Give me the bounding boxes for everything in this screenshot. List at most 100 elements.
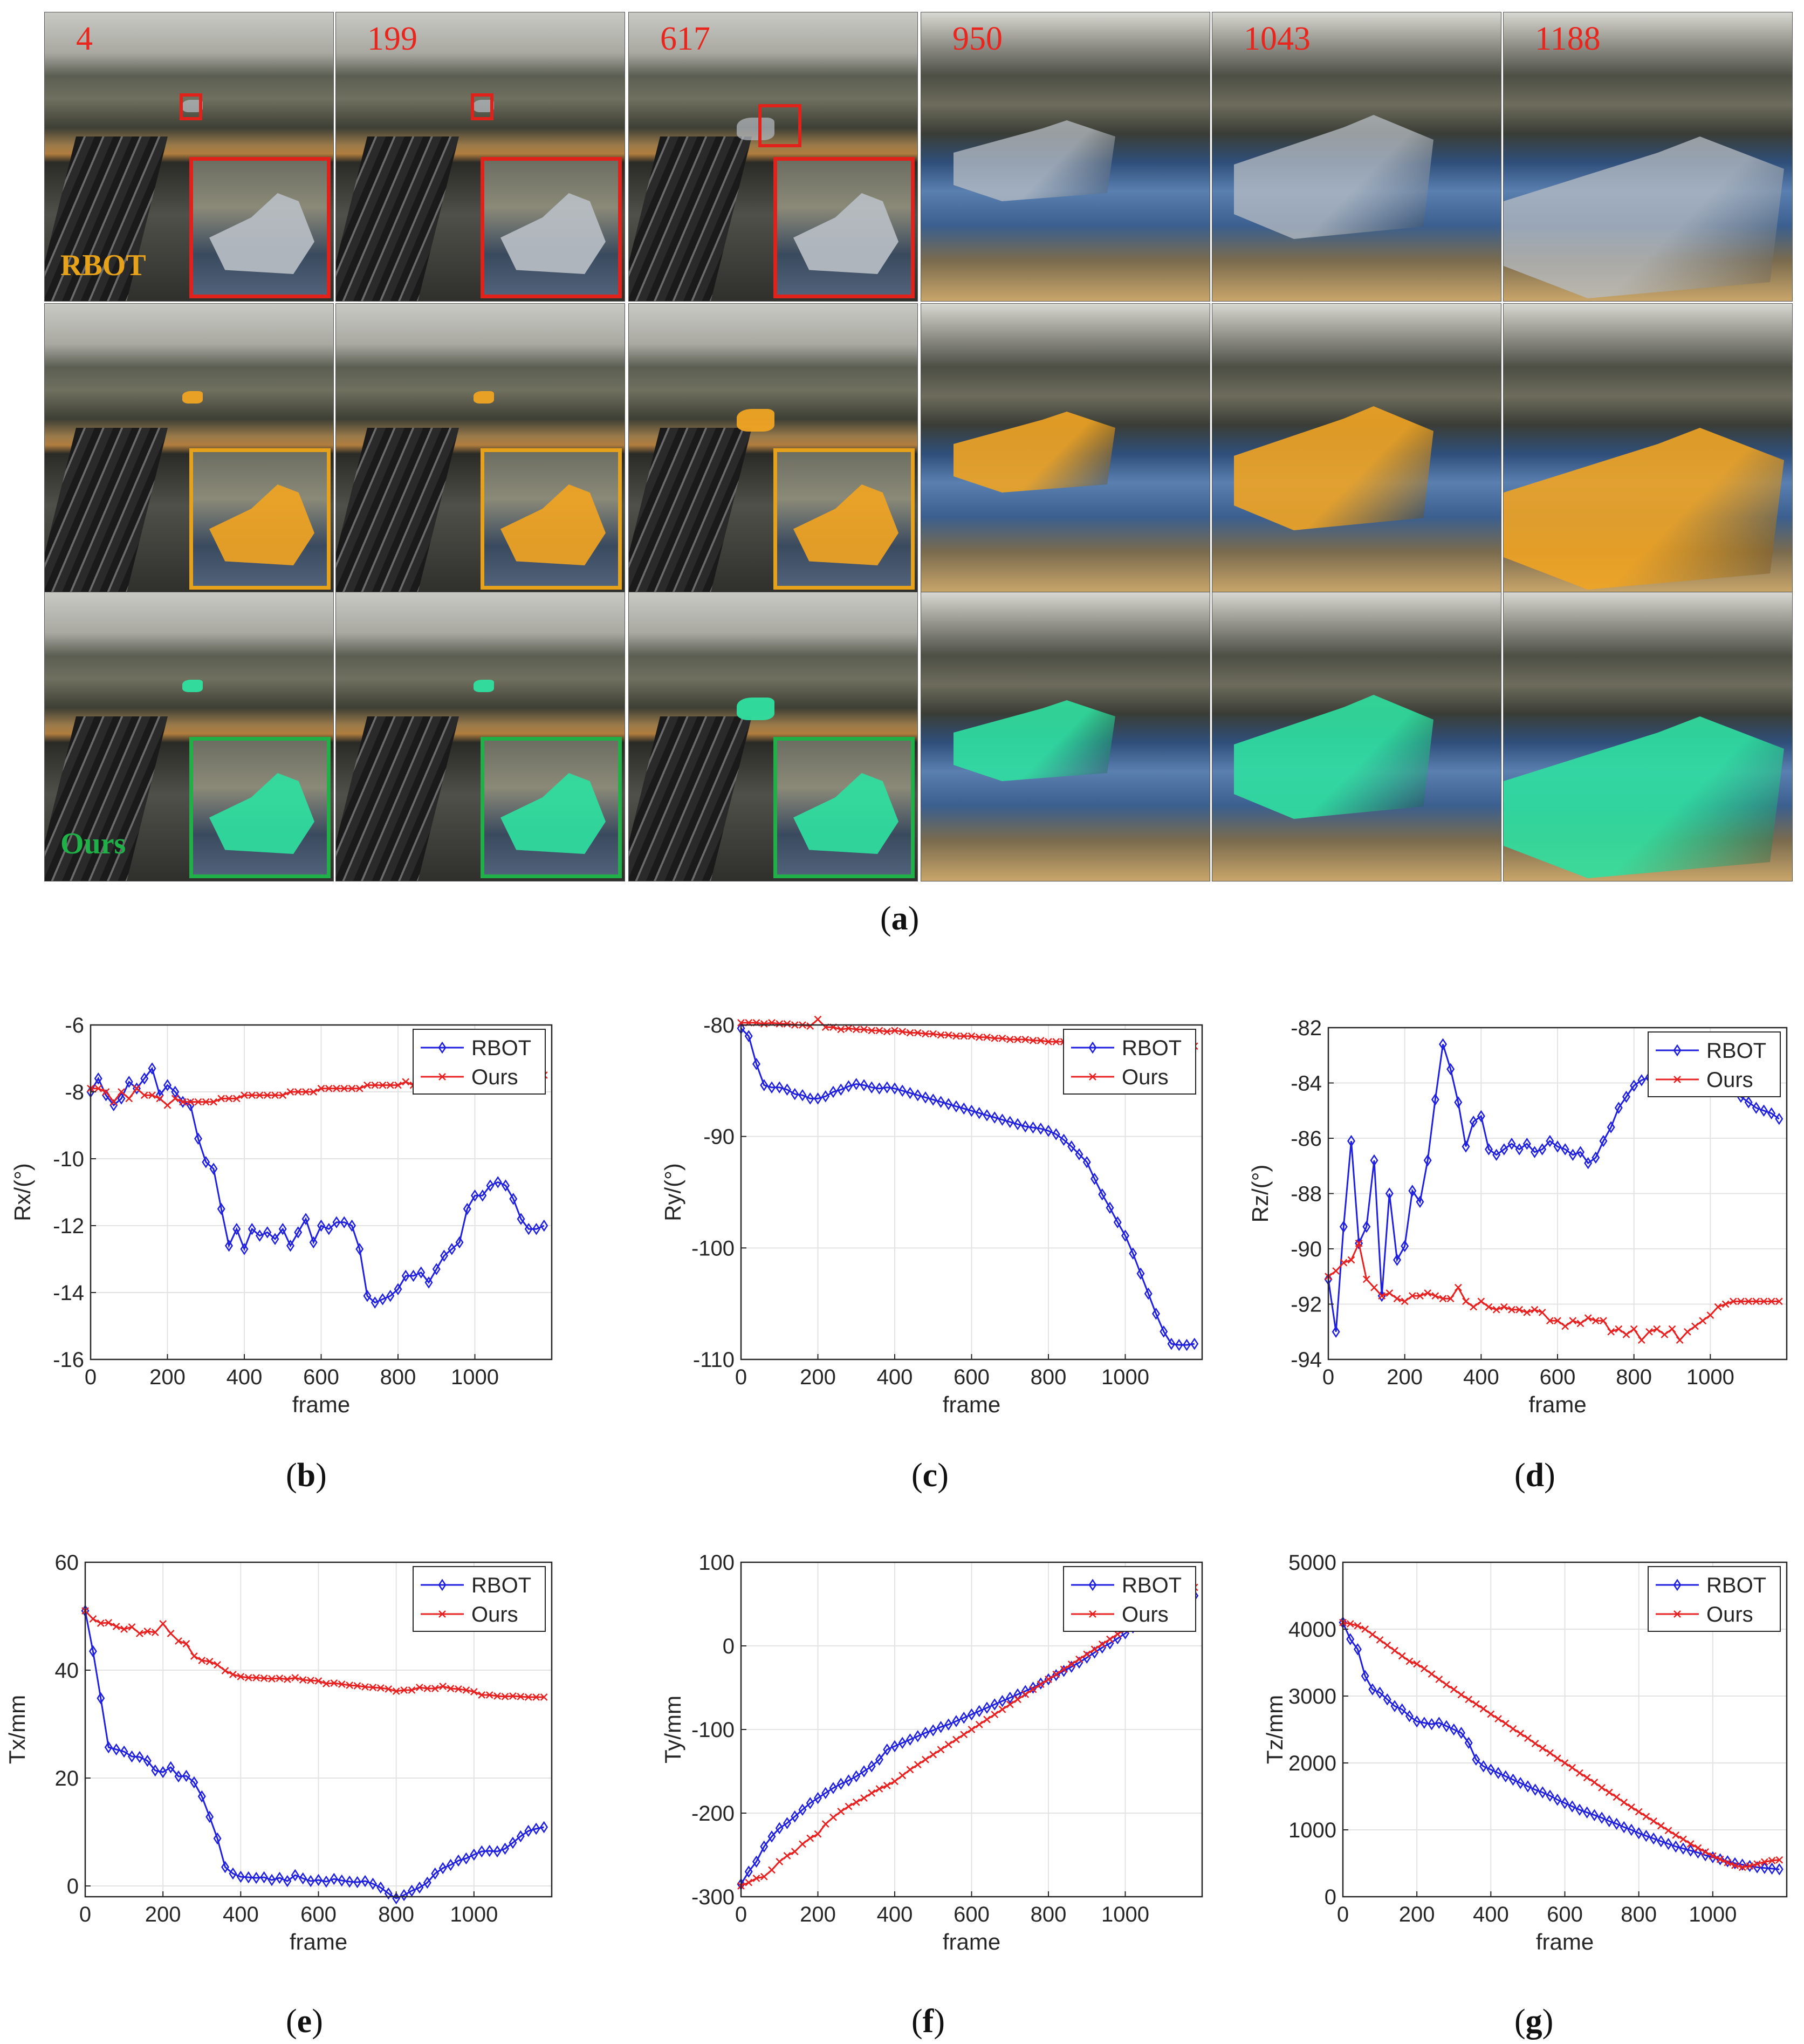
data-point [1546,1789,1554,1802]
data-point [845,1024,853,1033]
data-point [937,1031,945,1039]
data-point [509,1692,517,1700]
data-point [860,1026,868,1034]
data-point [401,1269,410,1282]
data-point [991,1034,999,1042]
data-point [1775,1297,1783,1305]
data-point [1657,1835,1665,1848]
data-point [767,1081,776,1093]
data-point [936,1096,945,1108]
data-point [960,1731,968,1739]
legend: RBOT Ours [413,1566,546,1632]
data-point [89,1615,97,1623]
data-point [1645,1328,1653,1336]
data-point [1075,1148,1083,1160]
data-point [330,1679,338,1687]
data-point [1487,1710,1495,1718]
data-point [299,1872,307,1885]
data-point [983,1715,991,1724]
data-point [217,1202,225,1215]
data-point [1553,1793,1562,1806]
data-point [952,1715,961,1727]
x-tick-label: 1000 [1101,1903,1149,1926]
data-point [898,1084,907,1097]
data-point [432,1263,441,1275]
legend-box [413,1029,546,1095]
data-point [906,1086,915,1099]
y-tick-label: -86 [1291,1127,1322,1151]
data-point [821,1820,829,1828]
data-point [768,1866,776,1874]
data-point [1649,1832,1658,1845]
data-point [1106,1201,1114,1214]
data-point [1554,1317,1561,1325]
data-point [338,1874,346,1887]
data-point [478,1691,486,1699]
data-point [1668,1325,1676,1333]
data-point [271,1233,279,1246]
data-point [1679,1835,1687,1843]
data-point [278,1222,287,1235]
data-point [291,1869,299,1882]
data-point [1546,1134,1554,1147]
data-point [1355,1239,1363,1247]
data-point [1599,1134,1608,1147]
data-point [1699,1317,1707,1325]
data-point [394,1081,402,1089]
data-point [1098,1640,1106,1648]
data-point [1385,1289,1394,1297]
legend-marker [1673,1610,1681,1618]
data-point [112,1743,121,1756]
x-tick-label: 600 [1547,1903,1583,1926]
y-tick-label: -8 [65,1081,84,1104]
legend-label: Ours [1706,1603,1753,1626]
x-tick-label: 200 [800,1365,836,1389]
x-tick-label: 600 [954,1903,990,1926]
data-point [275,1871,284,1884]
caption-b: (b) [286,1457,327,1494]
image-tile-r2-c4 [921,303,1210,593]
data-point [190,1776,198,1789]
data-point [836,1083,845,1096]
data-point [1420,1665,1428,1673]
x-axis-label: frame [1536,1929,1594,1954]
legend-marker [1089,1073,1096,1081]
y-tick-label: -100 [691,1236,735,1260]
data-point [1590,1809,1599,1821]
data-point [353,1682,361,1690]
x-tick-label: 400 [1473,1903,1509,1926]
data-point [1760,1297,1768,1305]
x-tick-label: 400 [1463,1365,1499,1389]
data-point [852,1798,860,1806]
data-point [791,1810,799,1823]
data-point [109,1098,118,1106]
series-line-rbot [84,1610,544,1899]
data-point [975,1033,983,1041]
data-point [133,1084,141,1092]
data-point [1021,1120,1030,1133]
data-point [112,1623,120,1630]
rbot-pose-overlay [737,409,774,432]
data-point [267,1874,276,1886]
data-point [1775,1112,1784,1125]
data-point [914,1029,922,1037]
data-point [232,1222,241,1235]
data-point [1653,1325,1661,1333]
frame-number-label: 1188 [1535,20,1601,57]
data-point [906,1766,914,1774]
data-point [1465,1696,1473,1704]
data-point [1067,1660,1075,1668]
data-point [1428,1670,1436,1678]
zoom-inset [481,448,622,590]
data-point [837,1808,845,1815]
data-point [1014,1035,1021,1043]
legend: RBOT Ours [413,1029,546,1095]
ours-pose-overlay [737,698,774,720]
data-point [330,1872,338,1885]
data-point [104,1741,113,1754]
data-point [1738,1858,1747,1871]
data-point [1492,1305,1500,1314]
data-point [345,1875,354,1888]
data-point [1067,1140,1076,1153]
